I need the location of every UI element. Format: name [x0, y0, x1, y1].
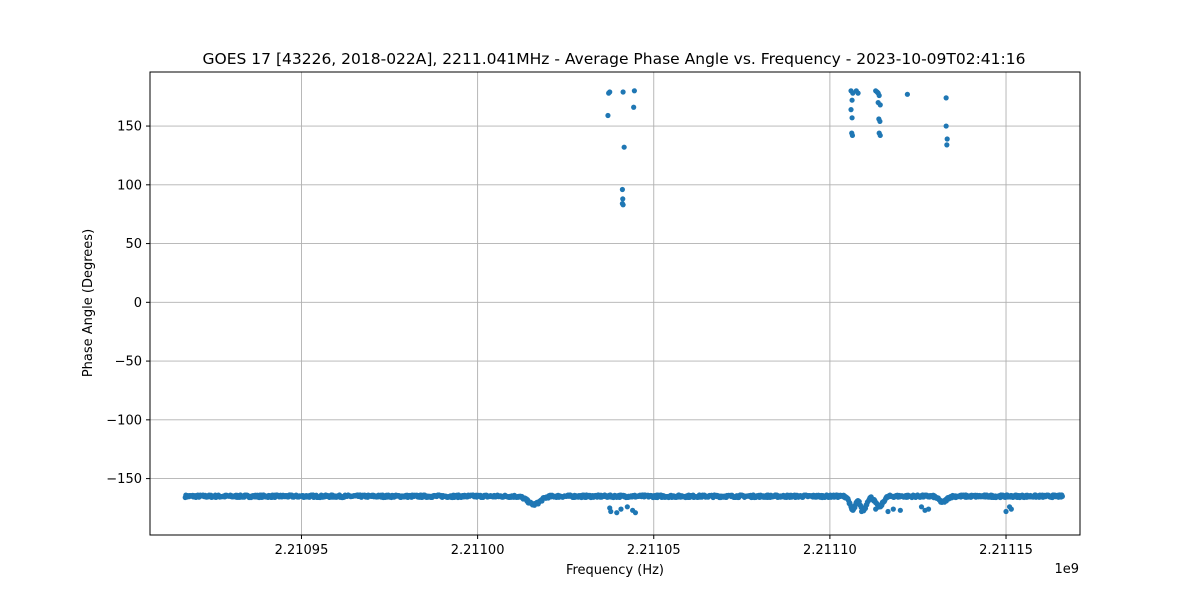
y-tick-label: 100 [117, 178, 142, 193]
data-point [848, 107, 854, 113]
data-point [885, 508, 891, 515]
x-axis-ticks: 2.21095 2.21100 2.21105 2.21110 2.21115 [275, 535, 1033, 558]
data-point [943, 95, 949, 101]
data-point [877, 118, 883, 124]
data-point [620, 202, 626, 208]
x-tick-label: 2.21100 [451, 543, 505, 558]
data-point [620, 89, 626, 95]
data-point [632, 510, 639, 516]
data-point [904, 91, 910, 97]
chart-title: GOES 17 [43226, 2018-022A], 2211.041MHz … [203, 50, 1026, 68]
data-point [890, 506, 896, 512]
data-point [1006, 504, 1013, 510]
data-point [631, 88, 637, 94]
data-point [619, 186, 626, 193]
y-tick-label: −100 [106, 413, 142, 428]
data-point [621, 144, 627, 150]
y-axis-ticks: 150 100 50 0 −50 −100 −150 [106, 120, 150, 487]
data-point [607, 89, 613, 95]
data-point [943, 123, 949, 129]
data-points [182, 88, 1065, 516]
y-tick-label: 50 [125, 237, 142, 252]
grid-lines [150, 72, 1080, 535]
data-point [620, 196, 626, 202]
y-axis-label: Phase Angle (Degrees) [81, 229, 96, 377]
data-point [855, 90, 861, 96]
data-point [849, 97, 855, 103]
data-point [631, 104, 637, 110]
data-point [624, 504, 630, 510]
data-point [873, 506, 879, 512]
x-tick-label: 2.21095 [275, 543, 329, 558]
data-point [876, 92, 882, 99]
y-tick-label: 0 [134, 296, 142, 311]
x-tick-label: 2.21105 [627, 543, 681, 558]
data-point [897, 507, 903, 513]
data-point [849, 132, 856, 139]
plot-frame [149, 71, 1081, 536]
data-point [944, 136, 950, 142]
data-point [944, 142, 950, 148]
data-point [618, 506, 624, 512]
x-tick-label: 2.21115 [979, 543, 1033, 558]
data-point [877, 102, 883, 108]
data-point [605, 112, 611, 119]
y-tick-label: −150 [106, 472, 142, 487]
data-point [858, 508, 865, 515]
x-axis-label: Frequency (Hz) [566, 563, 664, 578]
data-point [849, 115, 855, 121]
data-point [614, 510, 620, 516]
data-point [608, 508, 614, 515]
data-point [1059, 493, 1065, 499]
data-point [877, 132, 883, 139]
data-point [918, 504, 925, 510]
y-tick-label: 150 [117, 120, 142, 135]
x-offset-label: 1e9 [1054, 562, 1079, 577]
y-tick-label: −50 [115, 355, 142, 370]
data-point [925, 506, 932, 512]
x-tick-label: 2.21110 [803, 543, 857, 558]
data-point [1003, 508, 1009, 515]
